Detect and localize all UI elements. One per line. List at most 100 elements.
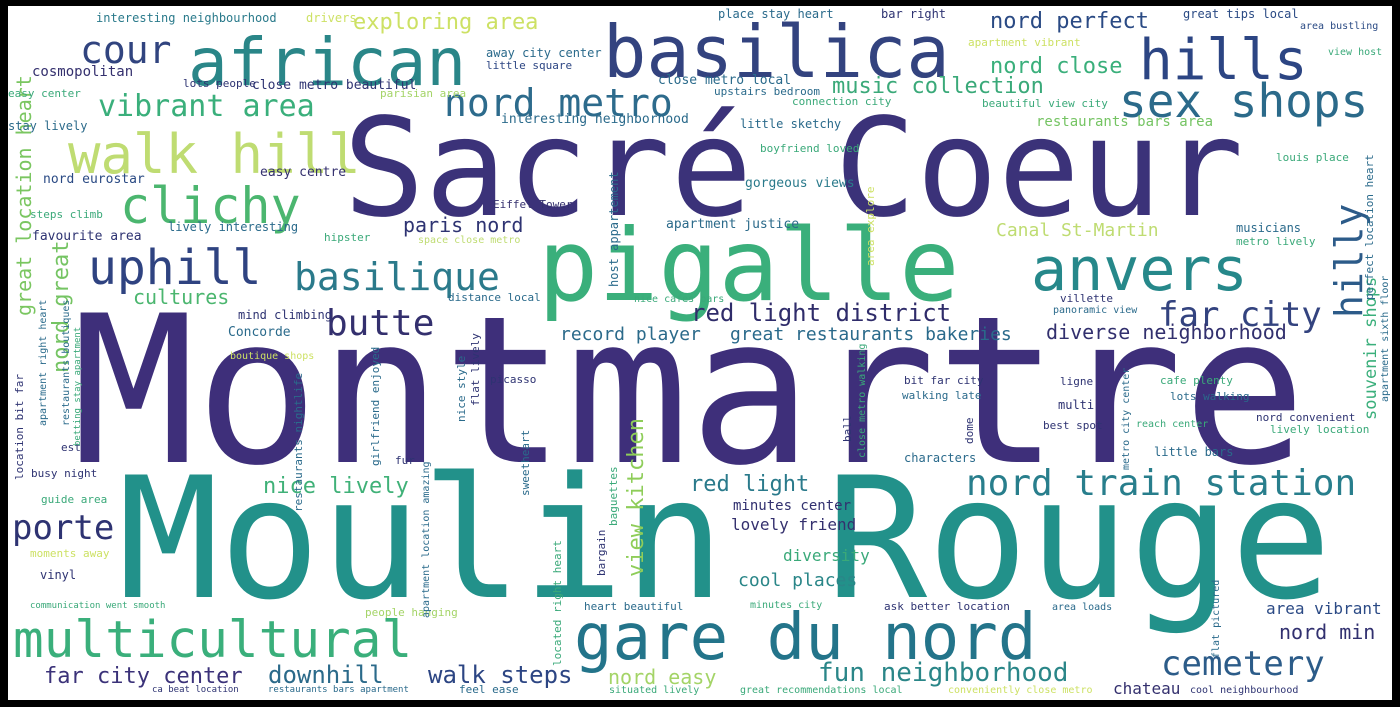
word-cour: cour — [80, 28, 172, 72]
word-conveniently-close-metro: conveniently close metro — [948, 685, 1093, 696]
word-sex-shops: sex shops — [1119, 74, 1369, 128]
word-apartment-right-heart: apartment right heart — [38, 299, 49, 426]
word-record-player: record player — [560, 324, 701, 345]
word-mind-climbing: mind climbing — [238, 308, 332, 322]
word-connection-city: connection city — [792, 95, 892, 108]
word-perfect-location-heart: perfect location heart — [1363, 154, 1376, 300]
word-cemetery: cemetery — [1161, 644, 1325, 684]
word-metro-lively: metro lively — [1236, 235, 1316, 248]
word-ball: ball — [841, 415, 854, 443]
word-nice-cafes-bars: nice cafes bars — [634, 294, 725, 305]
word-paris-nord: paris nord — [403, 213, 524, 237]
word-cool-places: cool places — [738, 570, 858, 591]
word-chateau: chateau — [1113, 679, 1181, 698]
word-diversity: diversity — [783, 546, 870, 565]
word-close-metro-beautiful: close metro beautiful — [252, 78, 417, 93]
word-area-bustling: area bustling — [1300, 21, 1379, 32]
word-best-spot: best spot — [1043, 419, 1103, 432]
word-guide-area: guide area — [41, 493, 108, 506]
word-fur: fur — [395, 454, 415, 467]
word-close-metro-local: close metro local — [658, 73, 792, 88]
word-distance-local: distance local — [448, 291, 541, 304]
word-restaurants-bars-apartment: restaurants bars apartment — [268, 685, 409, 695]
word-apartment-sixth-floor: apartment sixth floor — [1380, 275, 1391, 402]
word-beautiful-view-city: beautiful view city — [982, 97, 1108, 110]
word-area-explore: area explore — [864, 186, 877, 266]
word-walking-late: walking late — [902, 389, 982, 402]
word-area-loads: area loads — [1052, 602, 1113, 613]
word-communication-went-smooth: communication went smooth — [30, 601, 166, 611]
word-place-stay-heart: place stay heart — [718, 7, 834, 21]
word-multi: multi — [1058, 398, 1095, 412]
word-feel-ease: feel ease — [459, 683, 519, 696]
word-little-square: little square — [486, 59, 573, 72]
word-restaurants-boutiques: restaurants boutiques — [61, 299, 72, 426]
word-location-bit-far: location bit far — [13, 374, 26, 480]
word-interesting-neighborhood: interesting neighborhood — [501, 112, 689, 127]
word-betting-stay-apartment: betting stay apartment — [73, 326, 83, 446]
word-sacre-coeur: Sacré Coeur — [343, 90, 1244, 248]
word-great-restaurants-bakeries: great restaurants bakeries — [730, 324, 1012, 345]
word-far-city-center: far city center — [44, 664, 243, 689]
word-louis-place: louis place — [1276, 151, 1349, 164]
word-boutique-shops: boutique shops — [230, 351, 315, 362]
word-minutes-center: minutes center — [733, 498, 852, 514]
word-porte: porte — [12, 508, 115, 548]
word-pigalle: pigalle — [538, 207, 960, 324]
word-red-light-district: red light district — [691, 299, 952, 327]
word-baguettes: baguettes — [607, 466, 620, 526]
word-vibrant-area: vibrant area — [98, 89, 315, 124]
word-montmartre: Montmartre — [72, 273, 1307, 511]
word-located-right-heart: located right heart — [551, 540, 564, 666]
word-ask-better-location: ask better location — [884, 600, 1010, 613]
word-minutes-city: minutes city — [750, 600, 823, 611]
word-nord-metro: nord metro — [444, 81, 673, 125]
word-host-appartement: host appartement — [607, 171, 621, 287]
word-exploring-area: exploring area — [353, 10, 539, 35]
word-bar-right: bar right — [881, 7, 947, 21]
word-space-close-metro: space close metro — [418, 235, 521, 246]
word-favourite-area: favourite area — [32, 229, 142, 244]
word-nord-train-station: nord train station — [966, 463, 1357, 504]
word-diverse-neighborhood: diverse neighborhood — [1046, 320, 1287, 344]
word-cultures: cultures — [133, 285, 230, 309]
word-walk-hill: walk hill — [68, 123, 361, 186]
word-nord-easy: nord easy — [608, 665, 717, 689]
word-multicultural: multicultural — [13, 611, 413, 670]
word-area-vibrant: area vibrant — [1266, 599, 1382, 618]
word-lovely-friend: lovely friend — [731, 515, 857, 534]
word-parisian-area: parisian area — [380, 87, 467, 100]
word-ca-beat-location: ca beat location — [152, 685, 239, 695]
word-situated-lively: situated lively — [609, 685, 700, 696]
word-nord-convenient: nord convenient — [1256, 411, 1356, 424]
word-est: est — [61, 441, 81, 454]
word-apartment-location-amazing: apartment location amazing — [421, 461, 432, 618]
word-vinyl: vinyl — [40, 568, 77, 582]
word-concorde: Concorde — [228, 325, 291, 340]
word-close-metro-walking: close metro walking — [857, 343, 868, 458]
word-flat-pictured: flat pictured — [1211, 579, 1222, 658]
word-cool-neighbourhood: cool neighbourhood — [1190, 685, 1299, 696]
word-villette: villette — [1060, 292, 1113, 305]
word-bit-far-city: bit far city — [904, 374, 984, 387]
word-apartment-justice: apartment justice — [666, 217, 800, 232]
word-music-collection: music collection — [832, 74, 1044, 99]
word-heart-beautiful: heart beautiful — [584, 600, 684, 613]
word-apartment-vibrant: apartment vibrant — [968, 36, 1081, 49]
word-easy-center: easy center — [8, 87, 81, 100]
word-fun-neighborhood: fun neighborhood — [818, 658, 1069, 688]
word-reach-center: reach center — [1136, 419, 1209, 430]
word-ligne: ligne — [1060, 375, 1094, 388]
word-stay-lively: stay lively — [8, 119, 88, 133]
word-upstairs-bedroom: upstairs bedroom — [714, 85, 820, 98]
word-dome: dome — [963, 417, 976, 445]
word-moulin-rouge: Moulin Rouge — [118, 441, 1332, 637]
word-nord-perfect: nord perfect — [990, 9, 1149, 34]
word-lots-people: lots people — [183, 77, 256, 90]
word-basilica: basilica — [603, 10, 950, 94]
word-interesting-neighbourhood: interesting neighbourhood — [96, 11, 277, 25]
word-restaurants-nightlife: restaurants nightlife — [292, 372, 305, 512]
word-panoramic-view: panoramic view — [1053, 305, 1138, 316]
word-downhill: downhill — [268, 661, 384, 689]
word-red-light: red light — [690, 472, 810, 497]
